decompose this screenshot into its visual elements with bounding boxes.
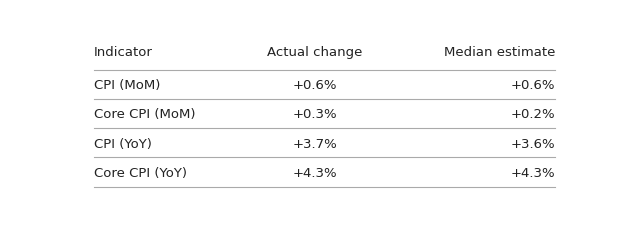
Text: +0.6%: +0.6% <box>510 79 555 92</box>
Text: +3.6%: +3.6% <box>510 138 555 151</box>
Text: +4.3%: +4.3% <box>510 167 555 180</box>
Text: +0.3%: +0.3% <box>292 108 337 122</box>
Text: CPI (YoY): CPI (YoY) <box>94 138 152 151</box>
Text: CPI (MoM): CPI (MoM) <box>94 79 160 92</box>
Text: +0.2%: +0.2% <box>510 108 555 122</box>
Text: Indicator: Indicator <box>94 46 153 59</box>
Text: Actual change: Actual change <box>267 46 362 59</box>
Text: Core CPI (MoM): Core CPI (MoM) <box>94 108 196 122</box>
Text: +0.6%: +0.6% <box>292 79 337 92</box>
Text: Core CPI (YoY): Core CPI (YoY) <box>94 167 187 180</box>
Text: +3.7%: +3.7% <box>292 138 337 151</box>
Text: +4.3%: +4.3% <box>292 167 337 180</box>
Text: Median estimate: Median estimate <box>444 46 555 59</box>
